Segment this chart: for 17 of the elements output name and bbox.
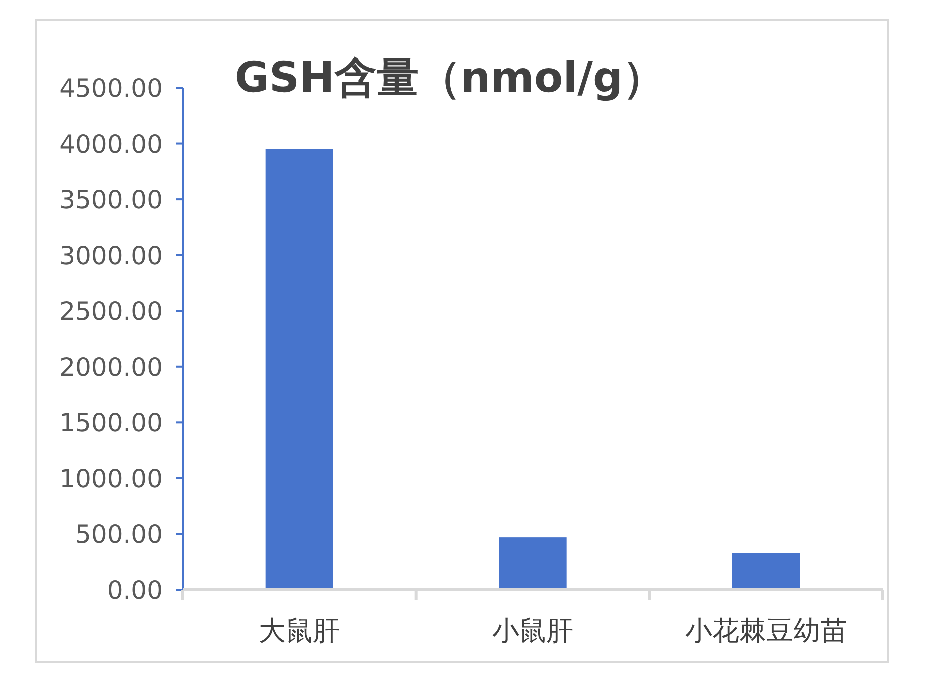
y-tick-label: 4500.00 [60, 74, 163, 103]
y-tick-label: 3500.00 [60, 186, 163, 215]
chart-title: GSH含量（nmol/g） [234, 53, 666, 102]
x-tick-label: 大鼠肝 [259, 616, 340, 647]
y-tick-label: 1000.00 [60, 464, 163, 494]
y-tick-label: 4000.00 [60, 130, 163, 159]
y-tick-label: 3000.00 [60, 241, 163, 270]
y-tick-label: 500.00 [76, 520, 163, 550]
y-tick-label: 2500.00 [60, 297, 163, 326]
y-tick-label: 1500.00 [60, 408, 163, 438]
x-tick-label: 小花棘豆幼苗 [685, 616, 848, 647]
bar [732, 553, 800, 590]
x-tick-label: 小鼠肝 [492, 616, 574, 647]
y-tick-label: 0.00 [107, 576, 163, 605]
bar [266, 149, 334, 590]
y-tick-label: 2000.00 [60, 352, 163, 382]
bar [499, 538, 567, 590]
